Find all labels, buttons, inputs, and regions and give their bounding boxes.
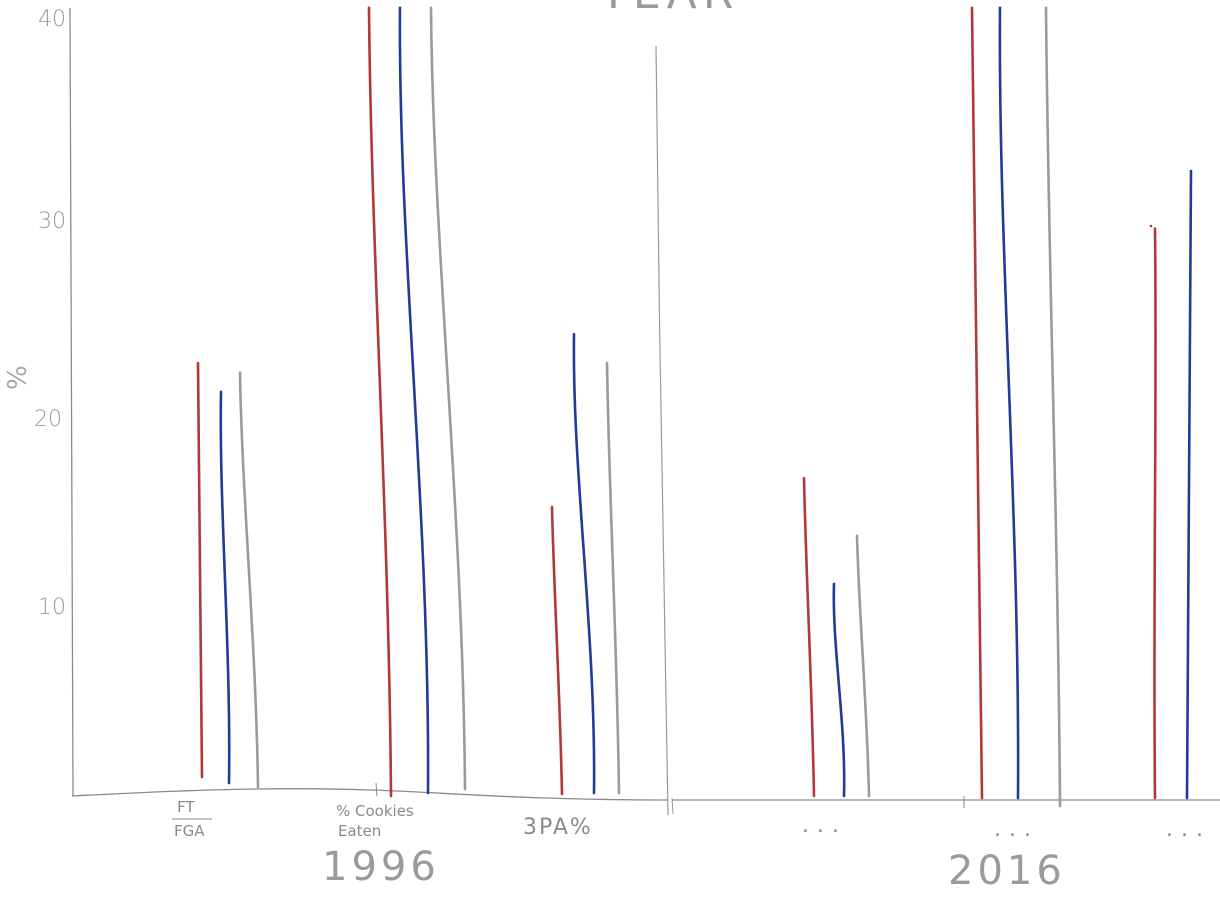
category-label-cookies-line1: % Cookies <box>336 802 414 820</box>
y-tick-label-40: 40 <box>38 7 66 32</box>
year-separator-tick <box>671 797 674 815</box>
bar-series-1-category-1 <box>398 6 430 795</box>
y-tick-label-20: 20 <box>34 407 62 432</box>
bar-series-1-category-3 <box>832 582 846 798</box>
bar-series-0-category-5 <box>1153 227 1157 800</box>
y-tick-label-30: 30 <box>38 209 66 234</box>
category-label-3pa: 3PA% <box>523 815 593 840</box>
bar-series-1-category-0 <box>219 390 231 785</box>
bar-series-0-category-0 <box>196 361 204 779</box>
bar-series-2-category-2 <box>605 361 621 795</box>
y-tick-label-10: 10 <box>38 595 66 620</box>
bar-series-0-category-1 <box>367 6 393 798</box>
bar-series-2-category-3 <box>855 534 871 798</box>
year-label-1996: 1996 <box>322 844 440 890</box>
bars-layer <box>196 6 1193 808</box>
category-label-ft-numerator: FT <box>177 798 195 816</box>
bar-series-0-category-3 <box>802 476 816 798</box>
stray-mark-dot <box>1149 224 1153 228</box>
category-label-2016-2: ... <box>994 817 1039 842</box>
year-label-2016: 2016 <box>948 848 1066 894</box>
bar-series-0-category-4 <box>970 6 984 800</box>
bar-series-1-category-5 <box>1185 169 1193 800</box>
chart-title: YEAR <box>599 0 739 19</box>
x-axis-1996 <box>71 788 669 801</box>
category-label-2016-3: ... <box>1166 817 1211 842</box>
bar-series-1-category-4 <box>998 6 1020 800</box>
year-separator <box>655 45 669 816</box>
category-label-ft-denominator: FGA <box>174 822 205 840</box>
category-label-cookies-line2: Eaten <box>338 822 381 840</box>
bar-series-0-category-2 <box>550 505 564 796</box>
bar-series-2-category-4 <box>1044 6 1062 808</box>
category-label-2016-1: ... <box>802 813 847 838</box>
bar-series-1-category-2 <box>572 332 596 795</box>
bar-series-2-category-1 <box>429 6 467 791</box>
y-axis <box>69 7 74 797</box>
x-tick-mark <box>375 782 378 797</box>
bar-series-2-category-0 <box>238 371 260 789</box>
y-axis-label: % <box>3 365 33 390</box>
